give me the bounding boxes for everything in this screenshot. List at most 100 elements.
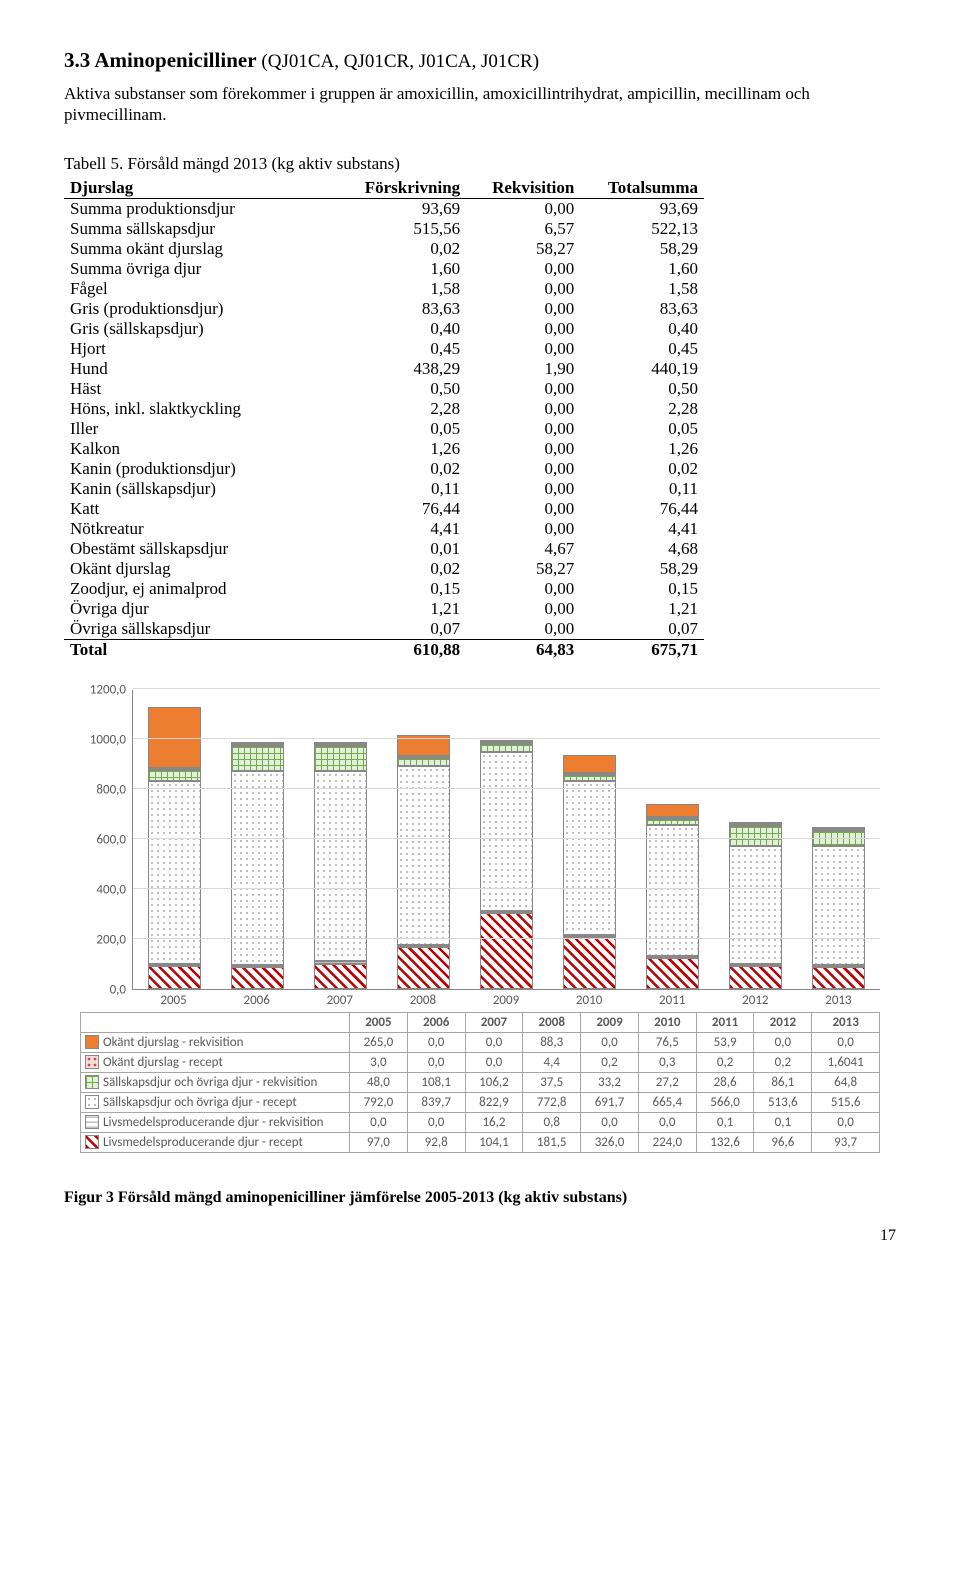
table-row: Iller0,050,000,05	[64, 419, 704, 439]
legend-value: 0,0	[407, 1112, 465, 1132]
table-row: Nötkreatur4,410,004,41	[64, 519, 704, 539]
legend-value: 88,3	[523, 1032, 581, 1052]
table-row: Häst0,500,000,50	[64, 379, 704, 399]
table-row: Summa övriga djur1,600,001,60	[64, 259, 704, 279]
table-row: Summa okänt djurslag0,0258,2758,29	[64, 239, 704, 259]
legend-value: 33,2	[581, 1072, 639, 1092]
bar-segment	[148, 770, 201, 781]
legend-value: 224,0	[638, 1132, 696, 1152]
table-row: Fågel1,580,001,58	[64, 279, 704, 299]
x-label: 2012	[714, 990, 797, 1008]
legend-value: 48,0	[350, 1072, 408, 1092]
legend-value: 691,7	[581, 1092, 639, 1112]
bar-segment	[646, 958, 699, 989]
bar-segment	[646, 819, 699, 826]
x-label: 2006	[215, 990, 298, 1008]
legend-value: 665,4	[638, 1092, 696, 1112]
legend-year: 2008	[523, 1012, 581, 1032]
y-tick: 400,0	[96, 882, 126, 897]
table-header: Förskrivning	[336, 178, 466, 199]
bar-segment	[231, 771, 284, 965]
legend-value: 53,9	[696, 1032, 754, 1052]
legend-value: 0,0	[465, 1032, 523, 1052]
x-label: 2008	[381, 990, 464, 1008]
legend-year: 2009	[581, 1012, 639, 1032]
bar-stack	[314, 742, 367, 988]
bar-segment	[729, 826, 782, 846]
legend-value: 132,6	[696, 1132, 754, 1152]
bar-segment	[314, 771, 367, 961]
data-table: DjurslagFörskrivningRekvisitionTotalsumm…	[64, 178, 704, 660]
legend-value: 566,0	[696, 1092, 754, 1112]
chart: 0,0200,0400,0600,0800,01000,01200,0 2005…	[80, 690, 880, 1008]
table-header: Rekvisition	[466, 178, 580, 199]
bar-segment	[646, 804, 699, 816]
y-tick: 0,0	[110, 982, 126, 997]
page-number: 17	[64, 1227, 896, 1245]
table-row: Övriga djur1,210,001,21	[64, 599, 704, 619]
bar-stack	[646, 804, 699, 988]
legend-row: Livsmedelsproducerande djur - recept97,0…	[81, 1132, 880, 1152]
table-row: Gris (sällskapsdjur)0,400,000,40	[64, 319, 704, 339]
y-tick: 200,0	[96, 932, 126, 947]
bar-stack	[397, 735, 450, 988]
table-row: Hund438,291,90440,19	[64, 359, 704, 379]
legend-value: 108,1	[407, 1072, 465, 1092]
y-tick: 1000,0	[90, 732, 126, 747]
bar-segment	[397, 947, 450, 989]
legend-year: 2012	[754, 1012, 812, 1032]
table-row: Kanin (produktionsdjur)0,020,000,02	[64, 459, 704, 479]
bar-segment	[812, 846, 865, 965]
legend-value: 0,0	[812, 1032, 880, 1052]
bar-segment	[480, 744, 533, 752]
legend-value: 3,0	[350, 1052, 408, 1072]
legend-value: 16,2	[465, 1112, 523, 1132]
table-header: Totalsumma	[580, 178, 704, 199]
table-total-row: Total610,8864,83675,71	[64, 639, 704, 660]
legend-swatch	[85, 1035, 99, 1049]
bar-segment	[563, 937, 616, 989]
legend-year: 2010	[638, 1012, 696, 1032]
legend-swatch	[85, 1055, 99, 1069]
table-row: Summa sällskapsdjur515,566,57522,13	[64, 219, 704, 239]
table-row: Hjort0,450,000,45	[64, 339, 704, 359]
table-row: Okänt djurslag0,0258,2758,29	[64, 559, 704, 579]
bar-segment	[646, 825, 699, 956]
legend-year: 2005	[350, 1012, 408, 1032]
x-label: 2007	[298, 990, 381, 1008]
y-tick: 800,0	[96, 782, 126, 797]
x-label: 2009	[464, 990, 547, 1008]
legend-value: 513,6	[754, 1092, 812, 1112]
bar-segment	[812, 967, 865, 989]
legend-value: 0,0	[812, 1112, 880, 1132]
bar-segment	[563, 781, 616, 935]
legend-row: Sällskapsdjur och övriga djur - rekvisit…	[81, 1072, 880, 1092]
bar-stack	[231, 742, 284, 988]
legend-value: 0,2	[581, 1052, 639, 1072]
legend-value: 0,0	[638, 1112, 696, 1132]
x-label: 2010	[548, 990, 631, 1008]
section-number: 3.3	[64, 48, 90, 72]
legend-value: 76,5	[638, 1032, 696, 1052]
legend-value: 96,6	[754, 1132, 812, 1152]
legend-value: 0,0	[465, 1052, 523, 1072]
legend-row: Okänt djurslag - rekvisition265,00,00,08…	[81, 1032, 880, 1052]
legend-value: 0,0	[581, 1032, 639, 1052]
legend-value: 28,6	[696, 1072, 754, 1092]
section-heading: 3.3 Aminopenicilliner (QJ01CA, QJ01CR, J…	[64, 48, 896, 73]
legend-value: 0,2	[696, 1052, 754, 1072]
legend-value: 822,9	[465, 1092, 523, 1112]
bar-segment	[314, 964, 367, 988]
legend-value: 326,0	[581, 1132, 639, 1152]
bar-stack	[729, 822, 782, 989]
chart-legend-table: 200520062007200820092010201120122013Okän…	[80, 1012, 880, 1153]
bar-segment	[397, 758, 450, 767]
bar-segment	[314, 746, 367, 771]
legend-value: 0,2	[754, 1052, 812, 1072]
legend-value: 0,8	[523, 1112, 581, 1132]
legend-value: 104,1	[465, 1132, 523, 1152]
section-title: Aminopenicilliner	[94, 48, 256, 72]
legend-year: 2011	[696, 1012, 754, 1032]
bar-segment	[729, 846, 782, 965]
table-row: Gris (produktionsdjur)83,630,0083,63	[64, 299, 704, 319]
